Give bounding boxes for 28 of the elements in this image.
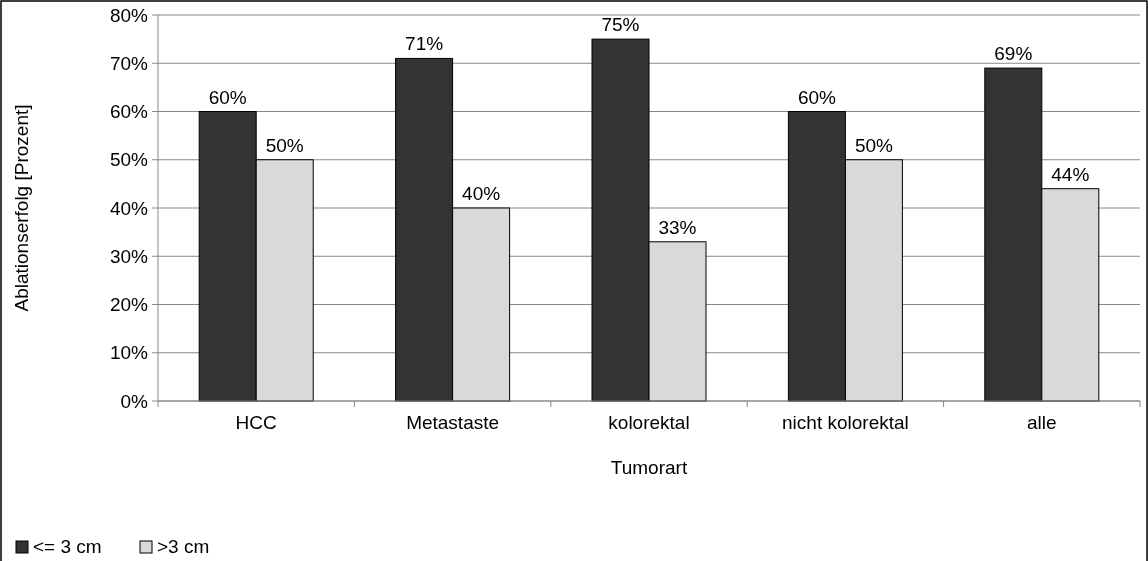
- y-tick-label: 0%: [120, 390, 149, 412]
- y-tick-label: 60%: [109, 101, 149, 123]
- data-label: 44%: [1051, 163, 1090, 185]
- data-label: 60%: [797, 86, 837, 108]
- data-label: 71%: [405, 33, 444, 55]
- data-label: 33%: [658, 216, 697, 238]
- data-label: 50%: [265, 134, 304, 156]
- y-tick-label: 20%: [109, 294, 149, 316]
- y-tick-label: 40%: [109, 197, 149, 219]
- y-tick-label: 10%: [109, 342, 149, 364]
- x-tick-label: alle: [1027, 412, 1057, 433]
- x-tick-label: kolorektal: [608, 412, 690, 433]
- y-axis-title: Ablationserfolg [Prozent]: [11, 104, 32, 312]
- data-label: 40%: [462, 183, 501, 204]
- y-tick-label: 70%: [109, 52, 149, 74]
- data-label: 60%: [208, 86, 247, 108]
- y-tick-label: 30%: [109, 245, 149, 267]
- x-tick-label: HCC: [235, 412, 277, 433]
- data-label: 75%: [601, 14, 640, 36]
- y-tick-label: 50%: [109, 149, 149, 171]
- legend-label: >3 cm: [157, 536, 210, 557]
- x-tick-label: nicht kolorektal: [782, 412, 909, 433]
- y-tick-label: 80%: [109, 4, 149, 26]
- x-axis-title: Tumorart: [610, 457, 688, 478]
- data-label: 50%: [854, 134, 894, 156]
- x-tick-label: Metastaste: [406, 412, 500, 433]
- data-label: 69%: [994, 43, 1033, 65]
- legend-label: <= 3 cm: [33, 536, 102, 557]
